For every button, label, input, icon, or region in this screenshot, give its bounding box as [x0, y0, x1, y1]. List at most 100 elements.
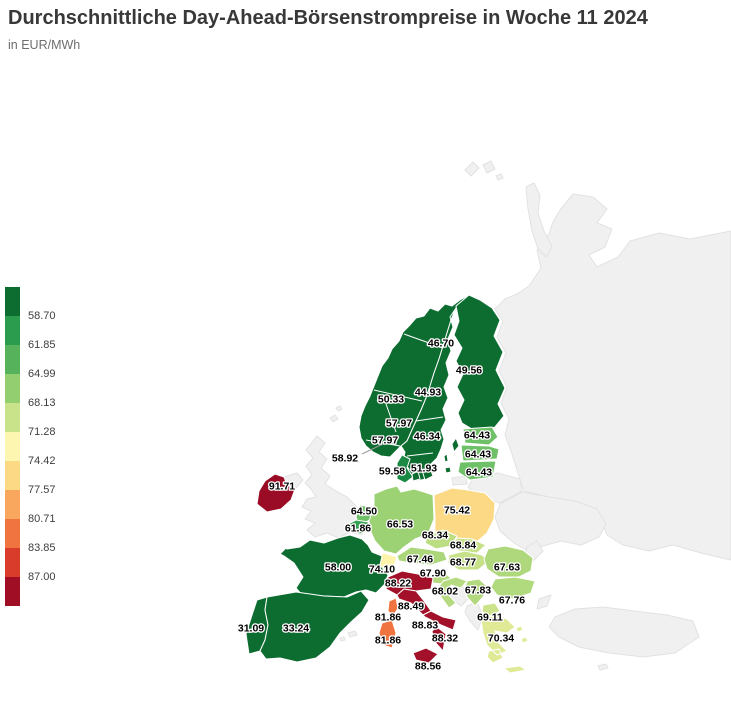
- value-label-sweden-south: 46.34: [414, 431, 440, 443]
- map-region-novaya-zemlya: [525, 182, 553, 258]
- legend-band: [5, 432, 20, 461]
- map-region-estonia[interactable]: [462, 426, 499, 446]
- value-label-italy-calabria: 88.32: [432, 633, 458, 645]
- value-label-germany: 66.53: [387, 519, 413, 531]
- map-region-sardinia[interactable]: [378, 619, 397, 649]
- legend-band: [5, 577, 20, 606]
- legend-break-label: 71.28: [28, 426, 56, 438]
- map-region-bulgaria[interactable]: [490, 576, 536, 600]
- color-legend: 58.70 61.85 64.99 68.13 71.28 74.42 77.57 80.71…: [5, 287, 95, 607]
- norway-zone-border-4: [365, 439, 401, 447]
- value-label-italy-sicily: 88.56: [415, 661, 441, 673]
- map-region-croatia[interactable]: [438, 576, 468, 609]
- legend-break-label: 61.85: [28, 339, 56, 351]
- map-region-italy-south[interactable]: [422, 610, 457, 631]
- map-region-spain[interactable]: [259, 590, 370, 663]
- value-label-greece: 70.34: [488, 633, 514, 645]
- legend-break-label: 74.42: [28, 455, 56, 467]
- value-label-layer: 31.09 33.24 58.00 91.71 46.70 44.93 50.33 57.97…: [237, 336, 527, 674]
- map-region-germany[interactable]: [368, 485, 435, 555]
- value-label-portugal: 31.09: [238, 623, 264, 635]
- value-label-latvia: 64.43: [465, 449, 491, 461]
- value-label-ireland: 91.71: [269, 481, 295, 493]
- value-label-norway-north: 46.70: [428, 338, 454, 350]
- value-label-serbia: 67.83: [465, 585, 491, 597]
- value-label-netherlands: 64.50: [351, 506, 377, 518]
- value-label-bulgaria: 67.76: [499, 595, 525, 607]
- value-label-belgium: 61.86: [345, 523, 371, 535]
- value-label-sardinia: 81.86: [375, 635, 401, 647]
- value-label-romania: 67.63: [494, 562, 520, 574]
- map-region-italy-north[interactable]: [385, 570, 434, 596]
- map-region-hungary[interactable]: [447, 550, 490, 571]
- map-region-greece[interactable]: [480, 614, 529, 674]
- value-label-croatia: 68.02: [432, 586, 458, 598]
- value-label-corsica: 81.86: [375, 612, 401, 624]
- norway-zone-border-2: [373, 389, 423, 402]
- map-region-serbia[interactable]: [464, 578, 489, 607]
- legend-band: [5, 345, 20, 374]
- legend-break-label: 58.70: [28, 310, 56, 322]
- legend-band: [5, 316, 20, 345]
- map-region-denmark-east[interactable]: [411, 466, 452, 482]
- map-region-italy-sicily[interactable]: [412, 647, 439, 664]
- map-region-north-macedonia[interactable]: [481, 602, 501, 617]
- legend-band: [5, 374, 20, 403]
- sweden-zone-border-2: [406, 452, 434, 457]
- value-label-czechia: 68.34: [422, 530, 448, 542]
- value-label-norway-south: 58.92: [332, 453, 358, 465]
- value-label-norway-mid: 44.93: [415, 387, 441, 399]
- value-label-spain: 33.24: [283, 623, 309, 635]
- legend-break-label: 77.57: [28, 484, 56, 496]
- value-label-italy-center: 88.49: [398, 601, 424, 613]
- map-region-lithuania[interactable]: [457, 460, 497, 481]
- value-label-slovakia: 68.84: [450, 540, 476, 552]
- map-region-slovakia[interactable]: [449, 537, 487, 554]
- value-label-austria: 67.46: [407, 554, 433, 566]
- map-region-svalbard: [464, 160, 504, 181]
- legend-break-label: 68.13: [28, 397, 56, 409]
- no-data-regions: [283, 160, 731, 671]
- value-label-norway-southwest: 57.97: [372, 435, 398, 447]
- map-region-sweden[interactable]: [400, 307, 460, 482]
- map-region-austria[interactable]: [396, 546, 448, 566]
- value-label-finland: 49.56: [456, 365, 482, 377]
- legend-band: [5, 519, 20, 548]
- value-label-slovenia: 67.90: [420, 568, 446, 580]
- map-region-finland[interactable]: [453, 294, 506, 432]
- legend-bands: [5, 287, 20, 606]
- value-label-denmark-east: 51.93: [411, 463, 437, 475]
- map-region-kaliningrad: [451, 475, 468, 486]
- legend-break-label: 80.71: [28, 513, 56, 525]
- map-region-france[interactable]: [279, 534, 389, 598]
- value-label-estonia: 64.43: [464, 430, 490, 442]
- value-label-italy-north: 88.22: [385, 578, 411, 590]
- chart-header: Durchschnittliche Day-Ahead-Börsenstromp…: [8, 6, 723, 52]
- value-label-norway-east: 57.97: [386, 418, 412, 430]
- map-region-denmark-west[interactable]: [396, 454, 414, 484]
- map-region-ukraine: [494, 491, 607, 552]
- map-region-ireland[interactable]: [256, 473, 296, 513]
- sweden-zone-border-1: [415, 416, 444, 422]
- legend-band: [5, 461, 20, 490]
- value-label-denmark-west: 59.58: [379, 466, 405, 478]
- map-region-turkey: [536, 594, 700, 671]
- value-label-poland: 75.42: [444, 505, 470, 517]
- map-region-romania[interactable]: [483, 545, 534, 578]
- value-label-italy-south: 88.83: [412, 620, 438, 632]
- value-label-france: 58.00: [325, 562, 351, 574]
- legend-break-label: 87.00: [28, 571, 56, 583]
- map-region-italy-calabria[interactable]: [431, 626, 447, 652]
- legend-break-label: 64.99: [28, 368, 56, 380]
- label-leader-line: [361, 443, 384, 455]
- map-region-uk: [301, 405, 369, 539]
- norway-zone-border-1: [403, 333, 444, 349]
- map-region-latvia[interactable]: [460, 444, 500, 462]
- value-label-switzerland: 74.10: [369, 564, 395, 576]
- priced-regions: [245, 294, 536, 674]
- map-region-corsica[interactable]: [387, 597, 399, 618]
- value-label-hungary: 68.77: [450, 557, 476, 569]
- legend-band: [5, 403, 20, 432]
- chart-subtitle: in EUR/MWh: [8, 38, 81, 52]
